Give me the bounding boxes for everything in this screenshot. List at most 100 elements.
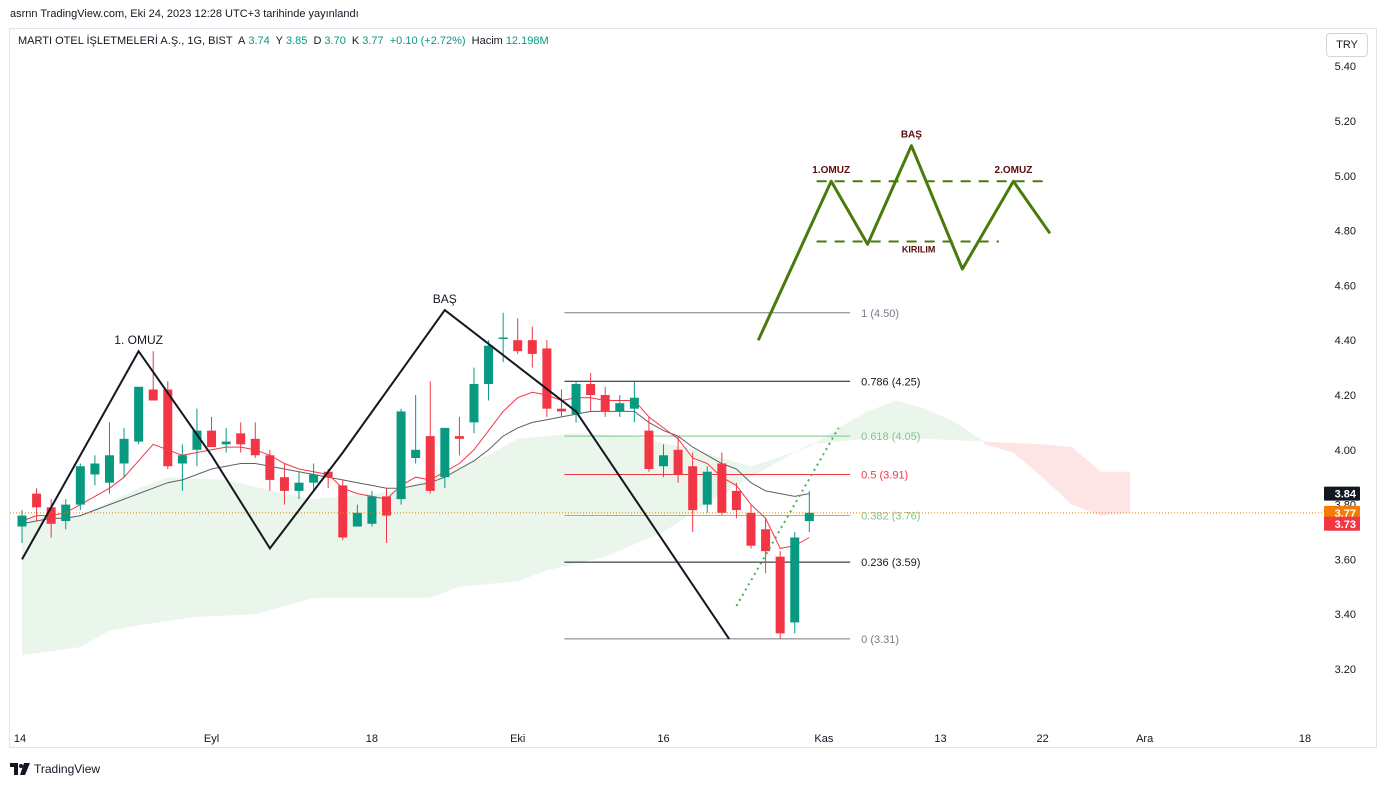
candle-body	[192, 430, 202, 450]
x-tick-label: Eki	[510, 733, 525, 745]
candle-body	[440, 427, 450, 478]
candle-body	[761, 529, 771, 552]
y-tick-label: 3.40	[1335, 609, 1356, 621]
candle-body	[265, 455, 275, 480]
candle-body	[104, 455, 114, 483]
candle-body	[790, 537, 800, 623]
candle-body	[615, 403, 625, 412]
zigzag-line	[21, 308, 730, 640]
candle-body	[294, 482, 304, 491]
candle-body	[513, 340, 523, 352]
y-tick-label: 4.00	[1335, 445, 1356, 457]
candle-body	[61, 504, 71, 522]
open-label: A	[238, 35, 246, 47]
close-value: 3.77	[362, 35, 384, 47]
symbol-title: MARTI OTEL İŞLETMELERİ A.Ş., 1G, BIST	[18, 35, 233, 47]
candle-body	[134, 386, 144, 442]
change-value: +0.10 (+2.72%)	[389, 35, 466, 47]
head-and-shoulders-pattern[interactable]: BAŞ 1.OMUZ 2.OMUZ KIRILIM	[756, 129, 1052, 341]
candle-body	[469, 384, 479, 423]
price-badge	[1324, 516, 1360, 531]
candle-body	[236, 433, 246, 445]
drawings[interactable]: 1. OMUZ BAŞ	[10, 292, 1322, 640]
candle-body	[367, 496, 377, 524]
candle-body	[673, 449, 683, 475]
price-badge-label: 3.84	[1335, 489, 1357, 501]
currency-button[interactable]: TRY	[1326, 33, 1368, 57]
tradingview-logo[interactable]: TradingView	[10, 762, 100, 776]
candle-body	[382, 496, 391, 516]
x-tick-label: Kas	[814, 733, 833, 745]
candle-body	[542, 348, 552, 409]
x-tick-label: 22	[1036, 733, 1048, 745]
candle-body	[731, 490, 741, 511]
y-tick-label: 5.40	[1335, 61, 1356, 73]
candle-body	[498, 337, 508, 339]
candle-body	[484, 345, 494, 385]
candle-body	[454, 436, 464, 439]
price-badge	[1324, 486, 1360, 501]
candle-body	[323, 471, 333, 478]
y-tick-label: 3.60	[1335, 554, 1356, 566]
pattern-label: BAŞ	[901, 129, 922, 140]
tradingview-brand: TradingView	[34, 762, 101, 776]
candle-body	[221, 441, 231, 445]
pattern-path	[756, 144, 1052, 341]
candle-body	[279, 477, 289, 491]
publish-info: asrnn TradingView.com, Eki 24, 2023 12:2…	[10, 8, 359, 20]
candle-body	[352, 512, 362, 527]
candle-body	[396, 411, 406, 500]
candle-body	[717, 463, 727, 513]
candle-body	[659, 455, 669, 467]
candle-body	[600, 395, 610, 412]
y-tick-label: 4.40	[1335, 335, 1356, 347]
y-tick-label: 4.20	[1335, 390, 1356, 402]
ichimoku-cloud	[22, 400, 1131, 656]
high-value: 3.85	[285, 35, 308, 47]
fib-level-label: 0.618 (4.05)	[861, 431, 920, 443]
fib-level-label: 0.236 (3.59)	[861, 557, 920, 569]
x-tick-label: 14	[14, 733, 26, 745]
candle-body	[207, 430, 217, 448]
pattern-label: KIRILIM	[902, 245, 936, 255]
pattern-annotation: BAŞ	[433, 292, 457, 306]
candle-body	[804, 512, 814, 522]
x-tick-label: 13	[934, 733, 946, 745]
candle-body	[586, 384, 596, 395]
price-axis[interactable]: 5.405.205.004.804.604.404.204.003.803.60…	[1324, 61, 1360, 676]
open-value: 3.74	[248, 35, 270, 47]
price-badge-label: 3.73	[1335, 519, 1356, 531]
candle-body	[775, 556, 785, 634]
candle-body	[338, 485, 348, 538]
x-tick-label: 18	[1299, 733, 1311, 745]
y-tick-label: 4.60	[1335, 280, 1356, 292]
pattern-label: 1.OMUZ	[812, 165, 850, 176]
candle-body	[556, 408, 566, 412]
volume-value: 12.198M	[505, 35, 549, 47]
chart-frame	[9, 28, 1377, 748]
volume-label: Hacim	[471, 35, 503, 47]
candles	[17, 312, 814, 639]
candle-body	[46, 507, 56, 524]
cloud-green-area	[22, 400, 985, 656]
low-value: 3.70	[324, 35, 346, 47]
y-tick-label: 5.20	[1335, 116, 1356, 128]
candle-body	[629, 397, 639, 409]
fib-level-label: 1 (4.50)	[861, 308, 899, 320]
x-tick-label: Eyl	[204, 733, 219, 745]
candle-body	[309, 474, 319, 483]
fib-level-label: 0.786 (4.25)	[861, 376, 920, 388]
candle-body	[571, 384, 581, 415]
candle-body	[75, 466, 85, 505]
high-label: Y	[275, 35, 283, 47]
time-axis[interactable]: 14 Eyl 18 Eki 16 Kas 13 22 Ara 18	[14, 733, 1311, 745]
candle-body	[119, 438, 129, 464]
candle-body	[688, 466, 698, 511]
candle-body	[425, 436, 435, 491]
close-label: K	[351, 35, 360, 47]
y-tick-label: 3.20	[1335, 664, 1356, 676]
x-tick-label: Ara	[1136, 733, 1154, 745]
pattern-label: 2.OMUZ	[995, 165, 1033, 176]
candle-body	[527, 340, 537, 354]
